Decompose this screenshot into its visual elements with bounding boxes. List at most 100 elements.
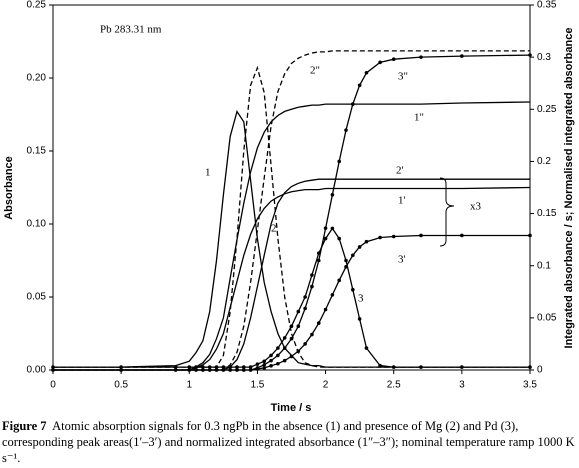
group-label: x3 bbox=[470, 201, 482, 213]
series-marker bbox=[289, 354, 294, 359]
series-marker bbox=[330, 293, 335, 297]
series-marker bbox=[296, 324, 301, 329]
series-marker bbox=[235, 365, 239, 369]
series-marker bbox=[344, 264, 348, 269]
series-marker bbox=[276, 361, 280, 366]
series-marker bbox=[460, 54, 464, 58]
y2-axis-title: Integrated absorbance / s; Normalised in… bbox=[563, 28, 575, 349]
series-marker bbox=[255, 362, 260, 366]
series-marker bbox=[296, 309, 301, 314]
series-label: 2 bbox=[271, 223, 277, 235]
y2-tick-label: 0 bbox=[537, 365, 543, 376]
series-marker bbox=[344, 128, 348, 132]
series-label: 3 bbox=[358, 293, 364, 305]
brace bbox=[439, 177, 455, 247]
y2-tick-label: 0.3 bbox=[537, 52, 551, 63]
x-axis-title: Time / s bbox=[271, 402, 312, 414]
y2-tick-label: 0.35 bbox=[537, 0, 557, 11]
series-marker bbox=[187, 368, 192, 372]
series-marker bbox=[357, 83, 362, 88]
series-line bbox=[53, 54, 531, 371]
series-line bbox=[53, 65, 530, 368]
chart: Pb 283.31 nm x3 Time / s Absorbance Inte… bbox=[3, 0, 575, 414]
series-marker bbox=[248, 368, 253, 372]
series-marker bbox=[310, 332, 314, 337]
series-marker bbox=[323, 226, 328, 230]
x-tick-label: 3.5 bbox=[523, 380, 537, 391]
series-marker bbox=[276, 346, 280, 350]
x-tick-label: 1 bbox=[187, 380, 193, 391]
y2-tick-label: 0.25 bbox=[537, 104, 557, 115]
series-marker bbox=[51, 365, 55, 369]
series-marker bbox=[528, 233, 532, 238]
series-marker bbox=[119, 368, 123, 372]
series-marker bbox=[242, 368, 246, 372]
series-line bbox=[53, 178, 530, 371]
series-marker bbox=[221, 368, 226, 372]
y2-tick-label: 0.2 bbox=[537, 156, 551, 167]
series-line bbox=[53, 186, 531, 371]
series-marker bbox=[337, 278, 342, 283]
series-marker bbox=[528, 53, 532, 57]
series-marker bbox=[269, 364, 273, 368]
x-tick-label: 0 bbox=[50, 380, 56, 391]
series-marker bbox=[316, 321, 321, 325]
plot-frame bbox=[52, 4, 531, 371]
series-marker bbox=[364, 346, 369, 350]
series-marker bbox=[228, 368, 232, 372]
series-marker bbox=[262, 366, 267, 370]
caption-text: Atomic absorption signals for 0.3 ngPb i… bbox=[2, 419, 575, 465]
y-axis-title: Absorbance bbox=[3, 156, 15, 220]
series-marker bbox=[378, 60, 382, 65]
series-marker bbox=[330, 193, 335, 197]
series-marker bbox=[337, 159, 342, 164]
series-marker bbox=[310, 273, 314, 277]
series-marker bbox=[282, 346, 287, 350]
series-marker bbox=[344, 258, 348, 263]
series-marker bbox=[201, 368, 205, 372]
series-label: 3' bbox=[398, 254, 406, 266]
series-marker bbox=[194, 368, 198, 372]
series-marker bbox=[460, 233, 464, 238]
series-marker bbox=[303, 342, 307, 346]
caption-label: Figure 7 bbox=[2, 419, 47, 433]
y-tick-label: 0.10 bbox=[27, 219, 47, 230]
series-marker bbox=[242, 365, 246, 369]
series-marker bbox=[303, 295, 307, 299]
series-marker bbox=[235, 368, 239, 372]
series-marker bbox=[419, 55, 423, 59]
series-marker bbox=[262, 359, 267, 364]
series-label: 2" bbox=[310, 65, 320, 77]
series-marker bbox=[364, 239, 369, 244]
series-marker bbox=[419, 233, 423, 238]
series-label: 2' bbox=[396, 165, 404, 177]
series-marker bbox=[187, 365, 192, 369]
series-marker bbox=[357, 317, 362, 321]
series-line bbox=[53, 234, 530, 371]
series-marker bbox=[364, 70, 369, 75]
series-line bbox=[53, 50, 530, 371]
x-tick-label: 2.5 bbox=[387, 380, 401, 391]
series-label: 1' bbox=[398, 195, 406, 207]
series-marker bbox=[207, 368, 212, 372]
series-marker bbox=[255, 366, 260, 370]
series-marker bbox=[221, 365, 226, 369]
series-line bbox=[53, 110, 530, 368]
series-line bbox=[53, 227, 530, 368]
series-marker bbox=[378, 363, 382, 368]
y-tick-label: 0.25 bbox=[27, 0, 47, 11]
series-marker bbox=[289, 336, 294, 341]
series-marker bbox=[460, 365, 464, 369]
series-marker bbox=[351, 287, 355, 292]
annotation: Pb 283.31 nm bbox=[100, 24, 162, 36]
series-marker bbox=[337, 236, 342, 241]
x-tick-label: 0.5 bbox=[114, 380, 128, 391]
x-tick-label: 1.5 bbox=[250, 380, 264, 391]
series-marker bbox=[351, 102, 355, 106]
series-marker bbox=[296, 349, 301, 354]
y2-tick-label: 0.1 bbox=[537, 260, 551, 271]
series-marker bbox=[351, 253, 355, 258]
y-tick-label: 0.00 bbox=[27, 365, 47, 376]
y2-tick-label: 0.05 bbox=[537, 312, 557, 323]
series-marker bbox=[51, 368, 55, 372]
